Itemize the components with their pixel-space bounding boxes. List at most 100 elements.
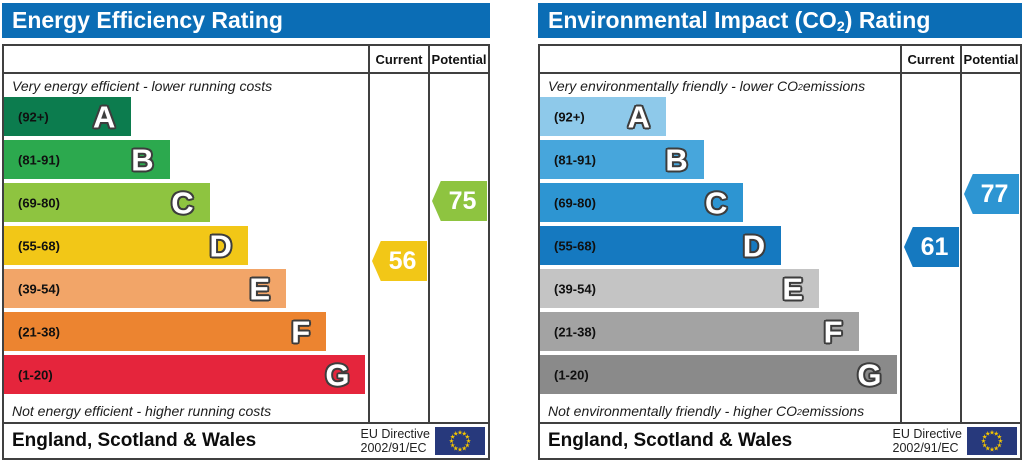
potential-column-header: Potential bbox=[428, 46, 488, 72]
band-letter: B bbox=[665, 142, 688, 177]
band-range-label: (1-20) bbox=[18, 367, 53, 382]
band-range-label: (39-54) bbox=[554, 281, 596, 296]
energy-rating-table: Current Potential Very energy efficient … bbox=[2, 44, 490, 460]
environmental-rating-table: Current Potential Very environmentally f… bbox=[538, 44, 1022, 460]
potential-rating-arrow: 75 bbox=[432, 181, 487, 221]
eu-directive-label: EU Directive 2002/91/EC bbox=[360, 427, 430, 455]
band-letter: D bbox=[209, 228, 232, 263]
band-row: (81-91) B bbox=[4, 140, 368, 183]
environmental-chart-title: Environmental Impact (CO2) Rating bbox=[538, 3, 1022, 38]
current-column: 61 bbox=[900, 74, 960, 422]
region-label: England, Scotland & Wales bbox=[548, 430, 793, 451]
table-footer: England, Scotland & Wales EU Directive 2… bbox=[540, 422, 1020, 458]
bands-area: Very environmentally friendly - lower CO… bbox=[540, 74, 900, 422]
band-bar-g: (1-20) G bbox=[540, 355, 898, 394]
band-range-label: (69-80) bbox=[554, 195, 596, 210]
band-row: (39-54) E bbox=[4, 269, 368, 312]
band-letter: F bbox=[291, 314, 311, 349]
potential-rating-value: 77 bbox=[980, 179, 1009, 208]
band-range-label: (55-68) bbox=[18, 238, 60, 253]
band-letter: C bbox=[171, 185, 194, 220]
band-row: (39-54) E bbox=[540, 269, 900, 312]
band-letter: A bbox=[93, 99, 116, 134]
band-row: (21-38) F bbox=[540, 312, 900, 355]
current-column: 56 bbox=[368, 74, 428, 422]
band-bar-d: (55-68) D bbox=[4, 226, 248, 265]
band-range-label: (81-91) bbox=[554, 152, 596, 167]
band-bar-c: (69-80) C bbox=[4, 183, 210, 222]
band-bar-g: (1-20) G bbox=[4, 355, 366, 394]
band-letter: F bbox=[823, 314, 843, 349]
band-row: (92+) A bbox=[4, 97, 368, 140]
bottom-axis-note: Not energy efficient - higher running co… bbox=[12, 402, 272, 419]
current-rating-arrow: 61 bbox=[904, 227, 959, 267]
eu-flag-icon bbox=[967, 427, 1017, 455]
band-bar-c: (69-80) C bbox=[540, 183, 744, 222]
potential-column: 77 bbox=[960, 74, 1020, 422]
table-body: Very energy efficient - lower running co… bbox=[4, 74, 488, 422]
top-axis-note: Very environmentally friendly - lower CO… bbox=[548, 77, 866, 94]
band-row: (1-20) G bbox=[4, 355, 368, 398]
band-row: (55-68) D bbox=[540, 226, 900, 269]
table-footer: England, Scotland & Wales EU Directive 2… bbox=[4, 422, 488, 458]
current-column-header: Current bbox=[368, 46, 428, 72]
band-range-label: (81-91) bbox=[18, 152, 60, 167]
band-bar-f: (21-38) F bbox=[540, 312, 859, 351]
potential-rating-value: 75 bbox=[448, 186, 477, 215]
band-bar-d: (55-68) D bbox=[540, 226, 782, 265]
band-letter: G bbox=[325, 357, 350, 392]
band-range-label: (92+) bbox=[554, 109, 585, 124]
band-bar-b: (81-91) B bbox=[540, 140, 704, 179]
eu-directive-label: EU Directive 2002/91/EC bbox=[892, 427, 962, 455]
band-letter: B bbox=[131, 142, 154, 177]
band-range-label: (21-38) bbox=[18, 324, 60, 339]
band-list: (92+) A (81-91) B (69-80) C (55-68) D (39-54… bbox=[540, 97, 900, 399]
band-row: (55-68) D bbox=[4, 226, 368, 269]
band-range-label: (69-80) bbox=[18, 195, 60, 210]
band-bar-b: (81-91) B bbox=[4, 140, 170, 179]
band-range-label: (55-68) bbox=[554, 238, 596, 253]
title-text-suffix: ) Rating bbox=[844, 7, 931, 33]
region-label: England, Scotland & Wales bbox=[12, 430, 257, 451]
potential-column-header: Potential bbox=[960, 46, 1020, 72]
band-row: (92+) A bbox=[540, 97, 900, 140]
band-bar-e: (39-54) E bbox=[4, 269, 287, 308]
environmental-impact-chart: Environmental Impact (CO2) Rating Curren… bbox=[538, 0, 1022, 460]
band-row: (69-80) C bbox=[540, 183, 900, 226]
band-letter: C bbox=[705, 185, 728, 220]
band-range-label: (1-20) bbox=[554, 367, 589, 382]
band-row: (69-80) C bbox=[4, 183, 368, 226]
band-letter: D bbox=[742, 228, 766, 263]
band-letter: G bbox=[857, 357, 882, 392]
band-bar-a: (92+) A bbox=[4, 97, 132, 136]
table-header-row: Current Potential bbox=[4, 46, 488, 74]
table-header-row: Current Potential bbox=[540, 46, 1020, 74]
current-column-header: Current bbox=[900, 46, 960, 72]
band-list: (92+) A (81-91) B (69-80) C (55-68) D (39-54… bbox=[4, 97, 368, 399]
band-range-label: (21-38) bbox=[554, 324, 596, 339]
energy-chart-title: Energy Efficiency Rating bbox=[2, 3, 490, 38]
band-range-label: (92+) bbox=[18, 109, 49, 124]
table-body: Very environmentally friendly - lower CO… bbox=[540, 74, 1020, 422]
title-subscript: 2 bbox=[836, 18, 845, 35]
potential-rating-arrow: 77 bbox=[964, 174, 1019, 214]
band-letter: E bbox=[782, 271, 803, 306]
header-spacer bbox=[540, 46, 900, 72]
energy-efficiency-chart: Energy Efficiency Rating Current Potenti… bbox=[2, 0, 490, 460]
potential-column: 75 bbox=[428, 74, 488, 422]
bands-area: Very energy efficient - lower running co… bbox=[4, 74, 368, 422]
title-text: Environmental Impact (CO bbox=[548, 7, 837, 33]
bottom-axis-note: Not environmentally friendly - higher CO… bbox=[548, 402, 865, 419]
current-rating-arrow: 56 bbox=[372, 241, 427, 281]
title-text: Energy Efficiency Rating bbox=[12, 7, 283, 33]
current-rating-value: 61 bbox=[920, 232, 949, 261]
eu-flag-icon bbox=[435, 427, 485, 455]
band-letter: E bbox=[249, 271, 271, 306]
band-bar-f: (21-38) F bbox=[4, 312, 327, 351]
band-bar-a: (92+) A bbox=[540, 97, 666, 136]
band-row: (81-91) B bbox=[540, 140, 900, 183]
band-row: (21-38) F bbox=[4, 312, 368, 355]
header-spacer bbox=[4, 46, 368, 72]
band-bar-e: (39-54) E bbox=[540, 269, 819, 308]
